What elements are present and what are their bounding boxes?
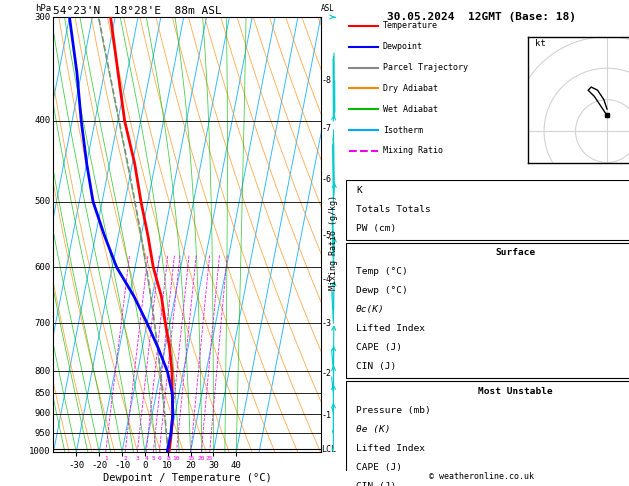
Text: 900: 900	[35, 409, 51, 418]
Text: -1: -1	[321, 412, 331, 420]
Bar	[346, 243, 629, 378]
Text: 25: 25	[206, 456, 213, 461]
Text: θc(K): θc(K)	[356, 305, 385, 314]
Text: Temp (°C): Temp (°C)	[356, 267, 408, 277]
Text: CIN (J): CIN (J)	[356, 362, 396, 371]
Text: 10: 10	[173, 456, 181, 461]
Text: 3: 3	[135, 456, 139, 461]
Text: 8: 8	[167, 456, 170, 461]
Text: 400: 400	[35, 117, 51, 125]
X-axis label: Dewpoint / Temperature (°C): Dewpoint / Temperature (°C)	[103, 473, 272, 483]
Text: -3: -3	[321, 319, 331, 328]
Text: Dewp (°C): Dewp (°C)	[356, 286, 408, 295]
Text: 6: 6	[157, 456, 161, 461]
Text: -8: -8	[321, 76, 331, 86]
Text: 1000: 1000	[30, 448, 51, 456]
Text: Mixing Ratio (g/kg): Mixing Ratio (g/kg)	[329, 195, 338, 291]
Text: K: K	[356, 186, 362, 195]
Text: 15: 15	[187, 456, 194, 461]
Text: Lifted Index: Lifted Index	[356, 444, 425, 453]
Text: 54°23'N  18°28'E  88m ASL: 54°23'N 18°28'E 88m ASL	[53, 6, 222, 16]
Text: PW (cm): PW (cm)	[356, 224, 396, 233]
Text: CAPE (J): CAPE (J)	[356, 343, 402, 352]
Text: Surface: Surface	[496, 248, 536, 258]
Text: Parcel Trajectory: Parcel Trajectory	[383, 63, 468, 72]
Text: 500: 500	[35, 197, 51, 206]
Text: 4: 4	[145, 456, 148, 461]
Text: CIN (J): CIN (J)	[356, 482, 396, 486]
Text: Totals Totals: Totals Totals	[356, 205, 431, 214]
Text: -4: -4	[321, 275, 331, 284]
Text: Isotherm: Isotherm	[383, 125, 423, 135]
Text: 20: 20	[198, 456, 205, 461]
Text: km
ASL: km ASL	[321, 0, 335, 13]
Text: 2: 2	[123, 456, 127, 461]
Text: Temperature: Temperature	[383, 21, 438, 30]
Bar	[346, 381, 629, 486]
Text: Lifted Index: Lifted Index	[356, 324, 425, 333]
Text: hPa: hPa	[35, 4, 51, 13]
Text: 700: 700	[35, 319, 51, 328]
Text: © weatheronline.co.uk: © weatheronline.co.uk	[429, 472, 533, 481]
Text: -2: -2	[321, 369, 331, 378]
Text: -5: -5	[321, 231, 331, 241]
Text: θe (K): θe (K)	[356, 425, 391, 434]
Text: Most Unstable: Most Unstable	[479, 387, 553, 396]
Text: CAPE (J): CAPE (J)	[356, 463, 402, 472]
Text: LCL: LCL	[321, 445, 337, 453]
Text: Mixing Ratio: Mixing Ratio	[383, 146, 443, 156]
Text: 850: 850	[35, 389, 51, 398]
Text: 950: 950	[35, 429, 51, 438]
Text: 800: 800	[35, 367, 51, 376]
Text: 30.05.2024  12GMT (Base: 18): 30.05.2024 12GMT (Base: 18)	[387, 12, 576, 22]
Text: Wet Adiabat: Wet Adiabat	[383, 105, 438, 114]
Text: 1: 1	[104, 456, 108, 461]
Text: 600: 600	[35, 263, 51, 272]
Text: -6: -6	[321, 174, 331, 184]
Text: Dewpoint: Dewpoint	[383, 42, 423, 51]
Text: 5: 5	[152, 456, 155, 461]
Text: 300: 300	[35, 13, 51, 21]
Bar	[346, 180, 629, 240]
Text: -7: -7	[321, 123, 331, 133]
Text: Dry Adiabat: Dry Adiabat	[383, 84, 438, 93]
Text: Pressure (mb): Pressure (mb)	[356, 406, 431, 415]
Text: kt: kt	[535, 39, 545, 48]
